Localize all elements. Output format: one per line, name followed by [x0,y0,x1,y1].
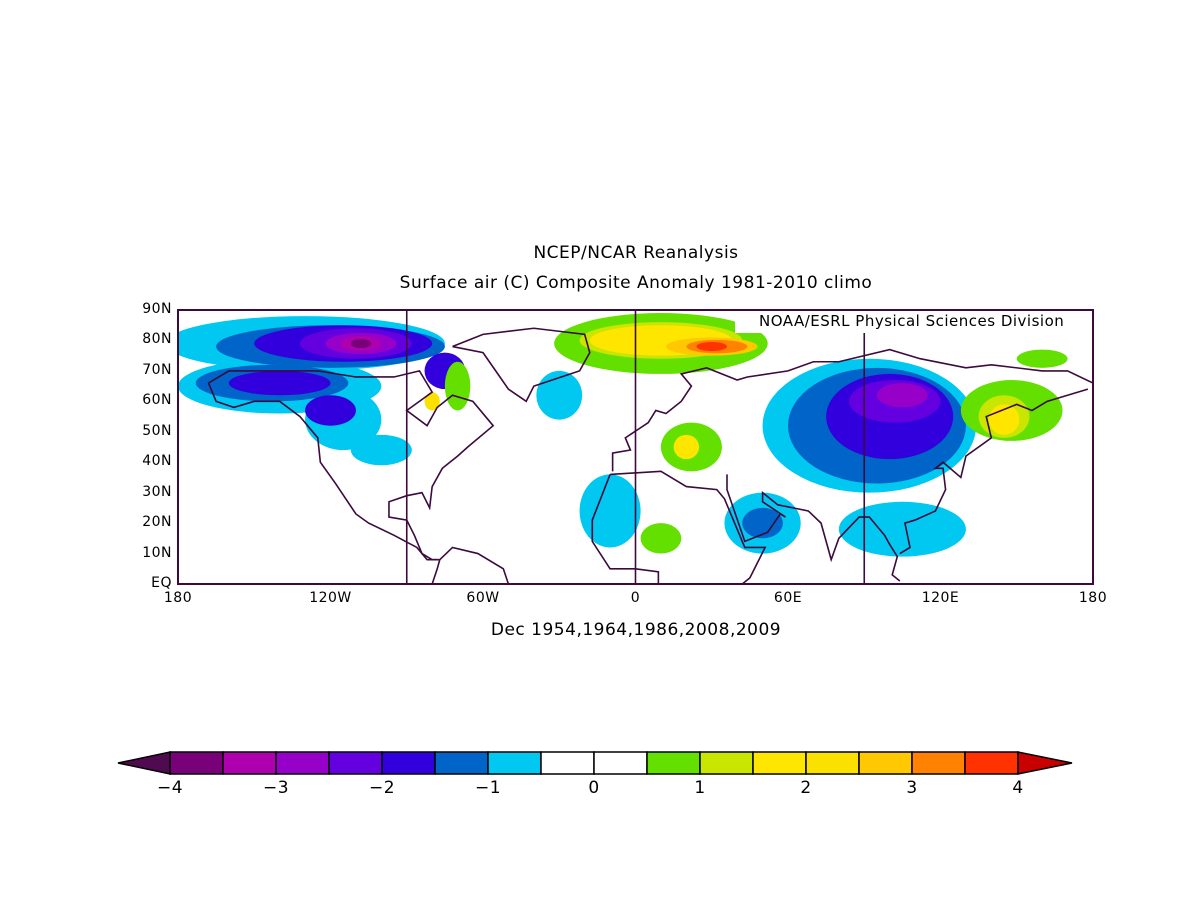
anomaly-region [305,395,356,426]
anomaly-region [838,501,966,557]
colorbar-box [381,751,436,775]
meridian-lines [405,310,866,584]
colorbar-box [593,751,648,775]
colorbar-box [275,751,330,775]
anomaly-region [444,361,471,411]
colorbar-tick-label: 2 [800,778,812,798]
y-tick-label: 90N [142,301,172,317]
colorbar-tick-label: 4 [1012,778,1024,798]
x-tick-label: 0 [630,590,641,606]
coastlines [207,327,1093,584]
chart-subtitle: Surface air (C) Composite Anomaly 1981-2… [399,273,873,293]
x-tick-label: 60W [466,590,500,606]
x-tick-label: 60E [773,590,803,606]
coastline [611,348,1093,472]
coastline [591,474,660,584]
colorbar-max-arrow [1017,751,1073,775]
y-tick-label: 40N [142,453,172,470]
colorbar-tick-label: −1 [474,778,502,798]
credit-box [735,311,1092,333]
colorbar-tick-label: 0 [588,778,600,798]
y-tick-label: EQ [151,575,172,591]
anomaly-region [350,434,412,466]
x-axis-label: Dec 1954,1964,1986,2008,2009 [490,620,782,640]
coastline [610,470,767,584]
colorbar-box [964,751,1019,775]
y-tick-label: 30N [142,483,172,500]
coastline [207,382,438,561]
colorbar-box [487,751,542,775]
y-tick-label: 80N [142,331,172,348]
coastline [899,388,1089,555]
colorbar-box [805,751,860,775]
x-tick-label: 180 [1078,590,1108,606]
colorbar-box [699,751,754,775]
colorbar-box [858,751,913,775]
anomaly-fills [178,313,1068,557]
plot-frame [177,309,1094,585]
anomaly-region [640,523,682,554]
chart-title: NCEP/NCAR Reanalysis [533,243,739,263]
colorbar-tick-label: 1 [694,778,706,798]
colorbar-box [169,751,224,775]
colorbar-tick-label: 3 [906,778,918,798]
anomaly-region [536,370,583,420]
y-tick-label: 10N [142,544,172,561]
anomaly-region [350,338,372,349]
coastline [439,546,510,584]
colorbar-box [434,751,489,775]
colorbar-box [752,751,807,775]
credit-label: NOAA/ESRL Physical Sciences Division [759,312,1065,330]
coastline [726,474,901,582]
anomaly-region [876,383,928,408]
colorbar-box [646,751,701,775]
anomaly-region [579,474,641,548]
colorbar-box [911,751,966,775]
anomaly-region [424,392,440,411]
colorbar-tick-label: −3 [262,778,290,798]
coastline [208,369,495,561]
y-tick-label: 20N [142,514,172,531]
x-tick-label: 180 [163,590,193,606]
coastline [452,327,591,403]
colorbar-tick-label: −4 [156,778,184,798]
anomaly-region [228,370,331,396]
anomaly-region [696,341,727,352]
colorbar [117,751,1073,775]
x-tick-label: 120E [921,590,960,606]
colorbar-min-arrow [117,751,171,775]
colorbar-box [222,751,277,775]
y-tick-label: 60N [142,392,172,409]
y-tick-label: 70N [142,361,172,378]
colorbar-box [540,751,595,775]
anomaly-region [742,507,783,539]
anomaly-region [1016,349,1068,368]
y-tick-label: 50N [142,422,172,439]
colorbar-tick-label: −2 [368,778,396,798]
colorbar-box [328,751,383,775]
anomaly-region [673,434,700,460]
x-tick-label: 120W [309,590,352,606]
coastline [431,559,441,584]
